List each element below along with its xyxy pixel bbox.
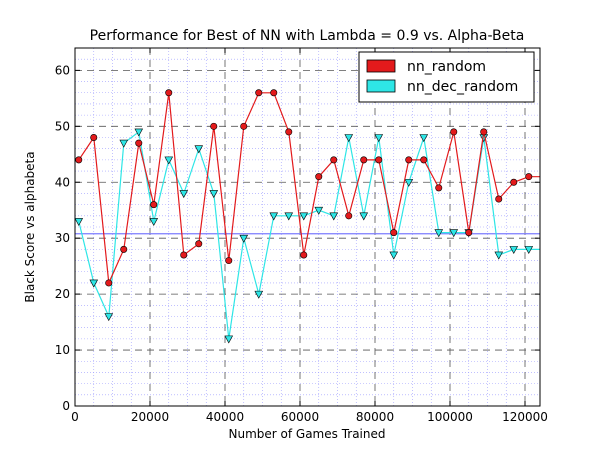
nn-dec-random-point xyxy=(299,212,309,221)
nn-dec-random-point xyxy=(374,134,384,143)
nn-random-point xyxy=(195,240,203,248)
nn-random-point xyxy=(105,279,113,287)
nn-dec-random-point xyxy=(389,251,399,260)
plot-frame xyxy=(74,47,541,407)
nn-random-point xyxy=(210,122,218,130)
nn-random-point xyxy=(120,245,128,253)
nn-random-point xyxy=(75,156,83,164)
legend-label-nn-random: nn_random xyxy=(407,59,486,75)
nn-dec-random-point xyxy=(134,128,144,137)
nn-random-point xyxy=(315,173,323,181)
nn-dec-random-point xyxy=(179,190,189,199)
nn-random-point xyxy=(510,178,518,186)
nn-random-point xyxy=(390,229,398,237)
y-axis-label: Black Score vs alphabeta xyxy=(23,151,37,302)
nn-random-line xyxy=(78,92,540,286)
nn-dec-random-point xyxy=(359,212,369,221)
nn-dec-random-point xyxy=(254,290,264,299)
y-tick-label: 40 xyxy=(55,175,70,189)
nn-dec-random-point xyxy=(419,134,429,143)
chart-title: Performance for Best of NN with Lambda =… xyxy=(90,28,525,44)
nn-dec-random-point xyxy=(509,246,519,255)
nn-random-point xyxy=(165,89,173,97)
x-tick-label: 40000 xyxy=(206,410,244,424)
y-tick-label: 20 xyxy=(55,287,70,301)
nn-dec-random-point xyxy=(404,178,414,187)
y-tick-label: 50 xyxy=(55,119,70,133)
nn-random-point xyxy=(420,156,428,164)
x-tick-label: 60000 xyxy=(281,410,319,424)
x-tick-label: 20000 xyxy=(131,410,169,424)
nn-random-point xyxy=(465,229,473,237)
nn-dec-random-point xyxy=(344,134,354,143)
nn-random-point xyxy=(450,128,458,136)
nn-dec-random-point xyxy=(494,251,504,260)
nn-random-point xyxy=(135,139,143,147)
nn-dec-random-point xyxy=(89,279,99,288)
nn-random-point xyxy=(270,89,278,97)
x-tick-label: 0 xyxy=(71,410,79,424)
y-tick-label: 0 xyxy=(62,399,70,413)
legend-swatch-nn-dec-random xyxy=(366,79,396,93)
nn-random-point xyxy=(90,134,98,142)
nn-random-point xyxy=(405,156,413,164)
x-axis-label: Number of Games Trained xyxy=(229,427,386,441)
nn-dec-random-point xyxy=(149,218,159,227)
y-tick-label: 10 xyxy=(55,343,70,357)
nn-dec-random-point xyxy=(104,313,114,322)
nn-dec-random-point xyxy=(194,145,204,154)
nn-dec-random-point xyxy=(524,246,534,255)
nn-random-point xyxy=(255,89,263,97)
x-tick-label: 120000 xyxy=(502,410,548,424)
nn-dec-random-point xyxy=(164,156,174,165)
series-group xyxy=(74,89,540,344)
legend: nn_random nn_dec_random xyxy=(358,51,535,103)
axis-ticks: 0 20000 40000 60000 80000 100000 120000 0 10 20 30… xyxy=(55,48,548,424)
legend-label-nn-dec-random: nn_dec_random xyxy=(407,79,518,95)
nn-random-point xyxy=(360,156,368,164)
nn-random-point xyxy=(525,173,533,181)
nn-dec-random-point xyxy=(74,218,84,227)
nn-random-point xyxy=(240,122,248,130)
nn-random-point xyxy=(285,128,293,136)
legend-swatch-nn-random xyxy=(366,59,396,73)
nn-random-point xyxy=(345,212,353,220)
nn-dec-random-point xyxy=(239,234,249,243)
nn-random-point xyxy=(300,251,308,259)
nn-dec-random-point xyxy=(119,139,129,148)
x-tick-label: 100000 xyxy=(427,410,473,424)
nn-dec-random-point xyxy=(314,206,324,215)
y-tick-label: 30 xyxy=(55,231,70,245)
x-tick-label: 80000 xyxy=(356,410,394,424)
nn-dec-random-point xyxy=(284,212,294,221)
nn-dec-random-point xyxy=(449,229,459,238)
nn-dec-random-point xyxy=(434,229,444,238)
nn-random-point xyxy=(150,201,158,209)
nn-dec-random-point xyxy=(269,212,279,221)
nn-dec-random-point xyxy=(224,335,234,344)
nn-random-point xyxy=(480,128,488,136)
nn-random-point xyxy=(330,156,338,164)
nn-dec-random-point xyxy=(209,190,219,199)
nn-random-point xyxy=(495,195,503,203)
nn-random-point xyxy=(375,156,383,164)
nn-random-point xyxy=(435,184,443,192)
y-tick-label: 60 xyxy=(55,63,70,77)
nn-random-point xyxy=(225,257,233,265)
nn-random-point xyxy=(180,251,188,259)
nn-dec-random-point xyxy=(329,212,339,221)
